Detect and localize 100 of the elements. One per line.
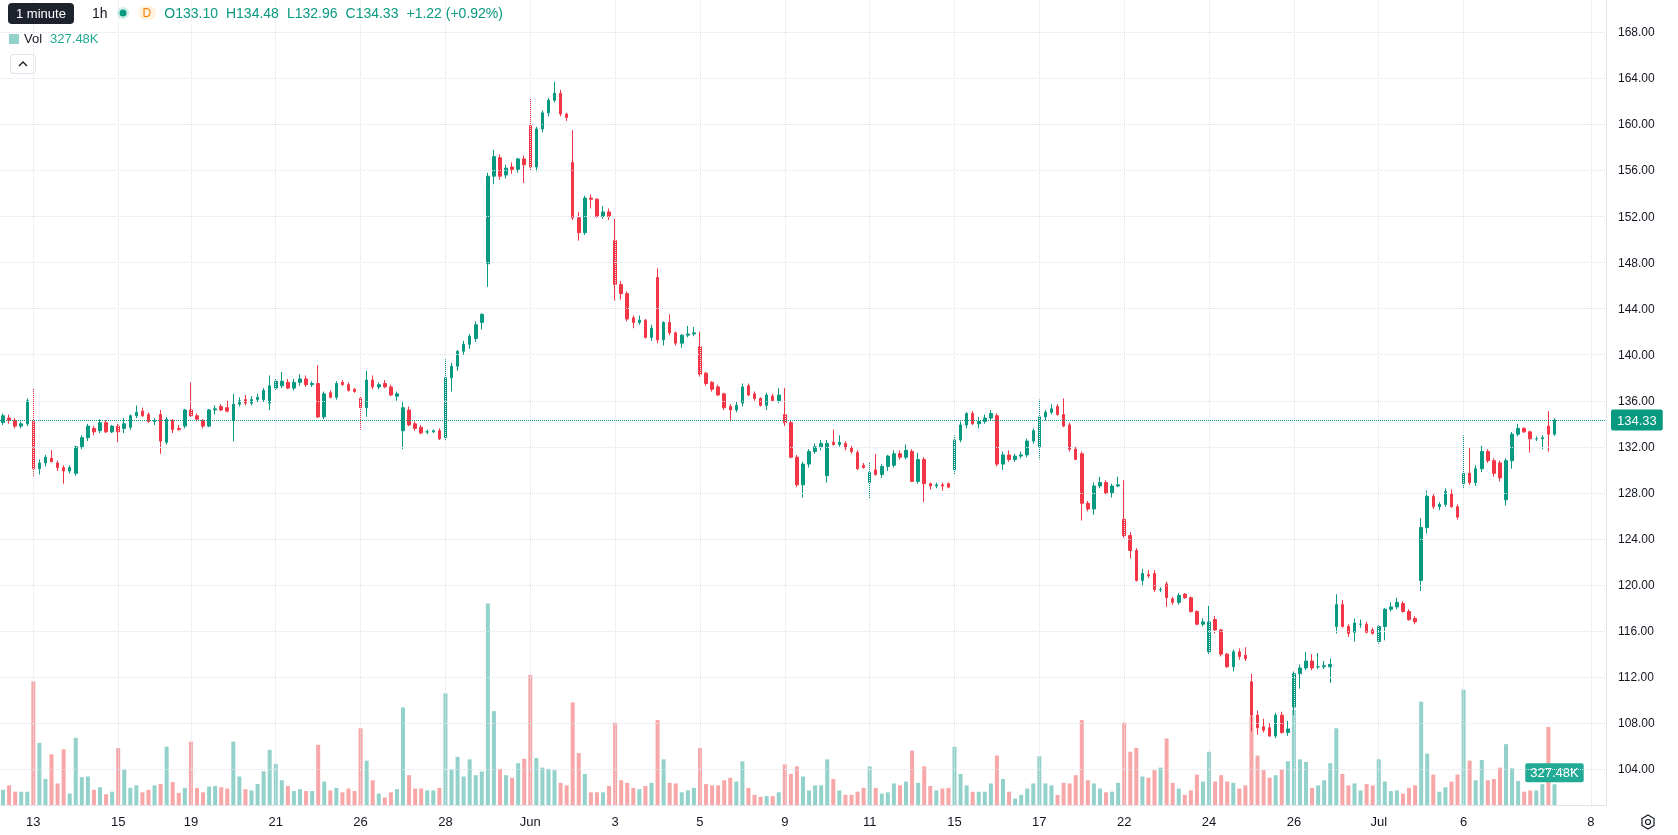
bar	[243, 789, 248, 805]
candlestick	[377, 381, 381, 390]
bar	[516, 763, 521, 805]
candlestick	[280, 371, 284, 389]
candlestick	[777, 387, 781, 404]
candlestick	[1310, 653, 1314, 671]
x-tick-label: 9	[781, 814, 789, 829]
bar	[1358, 790, 1363, 805]
bar	[897, 785, 902, 805]
bar	[1091, 783, 1096, 805]
candlestick	[1347, 623, 1350, 638]
candlestick	[632, 315, 635, 329]
candlestick	[250, 395, 253, 406]
bar	[1316, 785, 1321, 805]
candlestick	[1074, 446, 1077, 461]
bar	[25, 791, 30, 805]
bar	[1407, 787, 1412, 805]
bar	[649, 782, 654, 805]
candlestick	[522, 154, 526, 184]
bar	[1182, 794, 1187, 805]
candlestick	[62, 464, 65, 485]
bar	[1352, 783, 1357, 805]
bar	[510, 777, 515, 805]
bar	[643, 785, 648, 805]
bar	[1491, 779, 1496, 805]
annotation: O133.10	[164, 5, 218, 21]
bar	[1194, 774, 1199, 805]
x-tick-label: 26	[1286, 814, 1302, 829]
candlestick	[1092, 482, 1096, 516]
y-tick-label: 136.00	[1618, 393, 1656, 408]
bar	[322, 781, 327, 805]
bar	[1304, 761, 1309, 805]
bar	[504, 775, 509, 805]
candlestick	[389, 384, 393, 397]
candlestick	[1462, 434, 1465, 489]
bar	[388, 792, 393, 805]
annotation: +1.22 (+0.92%)	[406, 5, 503, 21]
candlestick	[316, 364, 320, 419]
candlestick	[38, 459, 41, 475]
bar	[304, 791, 309, 805]
candlestick	[571, 129, 574, 221]
bar	[1104, 792, 1109, 805]
y-tick-label: 160.00	[1618, 117, 1656, 132]
candlestick	[1280, 711, 1284, 735]
x-tick-label: Jun	[519, 814, 541, 829]
bar	[19, 791, 24, 805]
candlestick	[432, 429, 435, 434]
candlestick	[1098, 476, 1102, 489]
candlestick	[698, 331, 702, 378]
bar	[522, 758, 527, 805]
candlestick	[86, 423, 90, 442]
bar	[704, 784, 709, 805]
candlestick	[480, 312, 484, 330]
bar	[576, 753, 581, 805]
candlestick	[225, 400, 229, 413]
bar	[734, 781, 739, 805]
bar	[291, 791, 296, 805]
candlestick	[935, 482, 938, 489]
bar	[594, 792, 599, 805]
candlestick	[1128, 531, 1132, 560]
y-tick-label: 152.00	[1618, 209, 1656, 224]
candlestick	[1007, 449, 1011, 463]
candlestick	[1407, 608, 1411, 622]
y-tick-label: 112.00	[1618, 670, 1655, 685]
candlestick	[680, 333, 684, 349]
bar	[934, 790, 939, 805]
bar	[364, 760, 369, 805]
bar	[1552, 784, 1557, 805]
candlestick	[504, 164, 508, 180]
candlestick	[195, 412, 199, 422]
bar	[158, 784, 163, 805]
bar	[1297, 759, 1302, 805]
bar	[1528, 790, 1533, 805]
bar	[1249, 716, 1254, 805]
bar	[946, 787, 951, 805]
bar	[37, 742, 42, 805]
candlestick	[1141, 568, 1144, 587]
bar	[110, 791, 115, 805]
bar	[1540, 784, 1545, 805]
x-tick-label: 8	[1587, 814, 1595, 829]
bar	[588, 792, 593, 805]
bar	[1425, 753, 1430, 805]
bar	[1419, 701, 1424, 805]
bar	[994, 755, 999, 805]
bar	[758, 796, 763, 805]
candlestick	[741, 383, 744, 408]
bar	[916, 782, 921, 805]
bar	[1273, 775, 1278, 805]
bar	[1310, 787, 1315, 805]
bar	[788, 773, 793, 805]
bar	[1522, 791, 1527, 805]
bar	[104, 794, 109, 805]
bar	[485, 603, 490, 805]
bar	[1364, 784, 1369, 805]
candlestick	[498, 153, 502, 181]
candlestick	[286, 378, 290, 390]
bar	[213, 785, 218, 805]
bar	[407, 775, 412, 805]
candlestick	[456, 349, 459, 372]
candlestick	[1516, 423, 1520, 437]
